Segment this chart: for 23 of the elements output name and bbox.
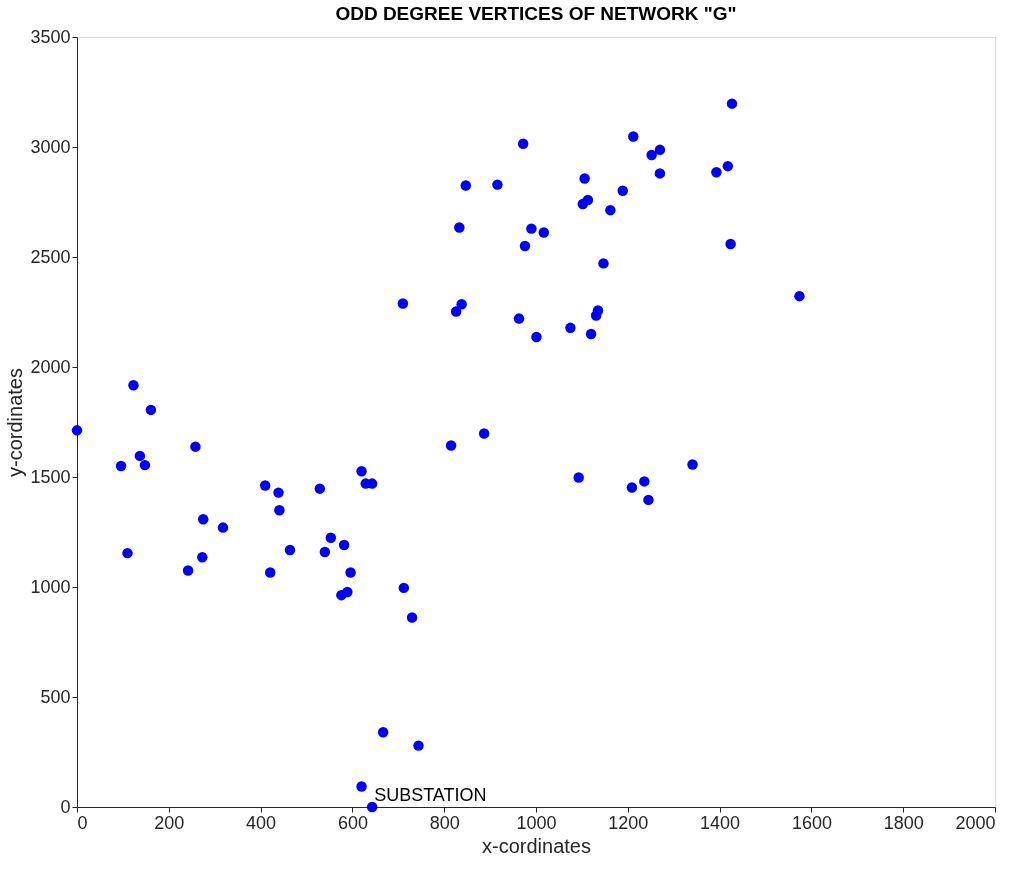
x-tick-label: 2000 bbox=[955, 812, 996, 833]
y-axis-title: y-cordinates bbox=[4, 368, 27, 477]
y-tick-label: 500 bbox=[40, 686, 71, 707]
x-axis-title: x-cordinates bbox=[482, 834, 591, 857]
y-tick-label: 1000 bbox=[30, 576, 71, 597]
y-tick-label: 2500 bbox=[30, 246, 71, 267]
x-tick-label: 600 bbox=[337, 812, 368, 833]
x-tick-label: 800 bbox=[429, 812, 460, 833]
y-tick-label: 2000 bbox=[30, 356, 71, 377]
chart-title: ODD DEGREE VERTICES OF NETWORK "G" bbox=[335, 3, 737, 24]
x-tick-label: 1600 bbox=[791, 812, 832, 833]
y-tick-label: 0 bbox=[60, 796, 71, 817]
x-tick-label: 1400 bbox=[700, 812, 741, 833]
x-tick-label: 200 bbox=[154, 812, 185, 833]
x-tick-label: 400 bbox=[246, 812, 277, 833]
annotation: SUBSTATION bbox=[374, 785, 487, 805]
y-tick-label: 3000 bbox=[30, 136, 71, 157]
x-tick-label: 1800 bbox=[883, 812, 924, 833]
x-tick-label: 1200 bbox=[608, 812, 649, 833]
y-tick-label: 1500 bbox=[30, 466, 71, 487]
x-tick-label: 0 bbox=[77, 812, 88, 833]
x-tick-label: 1000 bbox=[516, 812, 557, 833]
y-tick-label: 3500 bbox=[30, 26, 71, 47]
